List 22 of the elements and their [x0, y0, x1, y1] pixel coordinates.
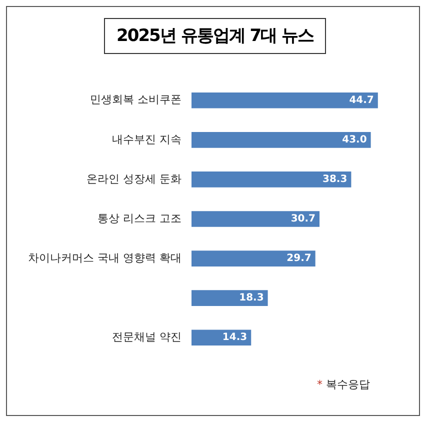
data-label: 38.3: [322, 174, 348, 186]
data-label: 44.7: [349, 94, 374, 106]
bar: [191, 211, 320, 227]
bar: [191, 92, 378, 108]
y-tick-label: 온라인 성장세 둔화: [86, 172, 182, 186]
data-label: 29.7: [286, 253, 312, 264]
bar: [191, 172, 352, 188]
data-label: 14.3: [222, 332, 248, 344]
text: * 복수응답: [317, 377, 370, 392]
bar: [191, 290, 268, 306]
data-label: 43.0: [342, 134, 367, 146]
data-label: 30.7: [290, 214, 316, 225]
y-tick-label: 민생회복 소비쿠폰: [90, 93, 182, 106]
bar: [191, 330, 252, 346]
y-tick-label: 통상 리스크 고조: [97, 212, 182, 225]
y-tick-label: 내수부진 지속: [112, 132, 182, 146]
chart-title: 2025년 유통업계 7대 뉴스: [104, 18, 326, 54]
y-tick-label: 전문채널 약진: [112, 330, 182, 344]
bar: [191, 250, 316, 266]
bar: [191, 132, 371, 148]
data-label: 18.3: [239, 292, 264, 304]
y-tick-label: 차이나커머스 국내 영향력 확대: [28, 251, 182, 264]
